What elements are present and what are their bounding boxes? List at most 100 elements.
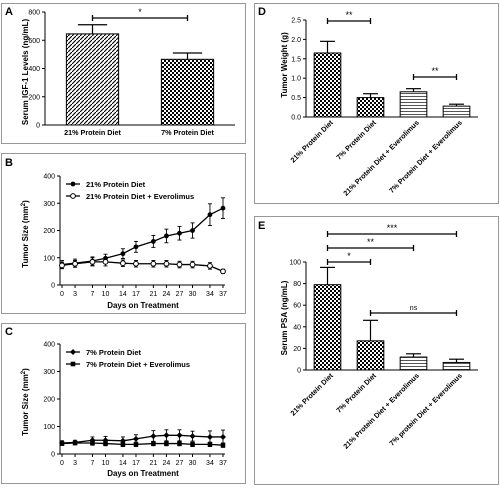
panel-b-data-point [190,228,195,233]
panel-c-x-tick-label: 27 [176,460,184,467]
panel-d-category-label: 7% Protein Diet [334,118,378,162]
panel-b-x-tick-label: 3 [73,291,77,298]
panel-d-y-tick-label: 2.0 [291,37,301,44]
panel-c-data-point [190,442,195,447]
panel-b-data-point [102,258,109,265]
panel-e-category-label: 7% Protein Diet [334,371,378,415]
panel-b-xlabel: Days on Treatment [107,301,179,310]
panel-b-x-tick-label: 24 [163,291,171,298]
panel-a-bar [160,58,215,126]
panel-c-data-point [133,442,139,447]
panel-c-legend-label: 7% Protein Diet + Everolimus [86,360,190,369]
panel-label-e: E [258,220,265,232]
panel-c-x-tick-label: 10 [102,460,110,467]
panel-b-x-tick-label: 37 [219,291,227,298]
panel-b-data-point [120,251,126,257]
panel-b-series-line [61,207,224,266]
panel-frame-c [1,323,246,484]
panel-label-c: C [5,326,13,338]
panel-a-y-tick-label: 200 [28,94,40,101]
panel-d-category-label: 7% Protein Diet + Everolimus [387,118,464,195]
panel-c-data-point [207,442,213,447]
panel-c-x-tick-label: 14 [119,460,127,467]
panel-c-x-tick-label: 24 [163,460,171,467]
panel-c-data-point [59,441,65,446]
panel-c-y-tick-label: 0 [51,452,55,459]
panel-d-y-tick-label: 2.5 [291,18,301,25]
panel-c-xlabel: Days on Treatment [107,469,179,478]
panel-d-category-label: 21% Protein Diet [288,118,335,165]
panel-a-y-tick-label: 0 [36,123,40,130]
panel-d-y-tick-label: 1.0 [291,76,301,83]
panel-c-data-point [90,440,95,446]
panel-d-bar [442,105,471,118]
panel-b-data-point [89,258,96,265]
panel-b-y-tick-label: 0 [51,283,55,290]
panel-e-category-label: 7% protein Diet + Everolimus [387,371,464,448]
panel-a-significance-label: * [138,7,142,17]
panel-b-data-point [176,261,183,268]
panel-d-significance-label: ** [345,10,353,20]
panel-b-data-point [164,233,169,239]
panel-b-data-point [133,260,139,267]
panel-c-y-tick-label: 400 [43,342,55,349]
panel-a-bar [65,33,120,126]
panel-b-x-tick-label: 0 [60,291,64,298]
panel-b-legend-marker [70,193,76,199]
panel-d-category-label: 21% Protein Diet + Everolimus [341,118,421,198]
panel-b-x-tick-label: 30 [189,291,197,298]
panel-c-data-point [176,432,183,439]
panel-c-data-point [132,435,139,442]
panel-b-y-tick-label: 200 [43,228,55,235]
panel-b-x-tick-label: 10 [102,291,110,298]
panel-b-y-tick-label: 300 [43,201,55,208]
panel-b-data-point [120,260,126,267]
panel-c-x-tick-label: 37 [219,460,227,467]
panel-e-significance-label: * [347,251,351,261]
panel-b-data-point [59,262,65,269]
panel-e-ylabel: Serum PSA (ng/mL) [280,280,289,355]
panel-c-ylabel: Tumor Size (mm2) [21,368,30,436]
panel-c-y-tick-label: 200 [43,397,55,404]
panel-e-y-tick-label: 60 [293,303,301,310]
panel-c-x-tick-label: 34 [206,460,214,467]
panel-c-data-point [103,441,108,446]
panel-c-data-point [163,432,170,439]
panel-b-y-tick-label: 400 [43,174,55,181]
panel-frame-d [254,3,499,204]
panel-b-data-point [150,239,156,244]
panel-b-data-point [207,212,213,218]
panel-b-x-tick-label: 7 [91,291,95,298]
panel-b-x-tick-label: 27 [176,291,184,298]
panel-d-significance-label: ** [431,66,439,76]
panel-c-x-tick-label: 21 [149,460,157,467]
panel-a-category-label: 21% Protein Diet [64,128,121,137]
panel-e-y-tick-label: 0 [297,368,301,375]
panel-c-data-point [220,433,226,440]
panel-c-series-line [61,434,223,444]
panel-c-legend-marker [70,361,76,367]
panel-a-y-tick-label: 800 [28,10,40,17]
panel-b-data-point [207,263,213,269]
panel-d-y-tick-label: 0.0 [291,115,301,122]
panel-b-ylabel: Tumor Size (mm2) [21,200,30,268]
panel-b-x-tick-label: 21 [149,291,157,298]
panel-c-data-point [220,442,226,448]
panel-b-data-point [220,205,226,211]
panel-d-bar [399,91,428,118]
panel-label-d: D [258,6,266,18]
panel-e-y-tick-label: 20 [293,346,301,353]
panel-e-bar [313,284,342,371]
panel-b-legend-label: 21% Protein Diet + Everolimus [86,192,194,201]
panel-e-significance-label: *** [387,223,398,233]
panel-e-y-tick-label: 100 [289,260,301,267]
panel-b-data-point [133,244,139,250]
panel-frame-e [254,216,499,485]
panel-c-legend-marker [70,349,76,355]
panel-c-data-point [189,433,196,440]
panel-b-x-tick-label: 14 [119,291,127,298]
panel-c-data-point [206,433,213,440]
panel-d-ylabel: Tumor Weight (g) [280,32,289,98]
panel-b-data-point [177,230,182,236]
panel-b-data-point [72,260,78,267]
